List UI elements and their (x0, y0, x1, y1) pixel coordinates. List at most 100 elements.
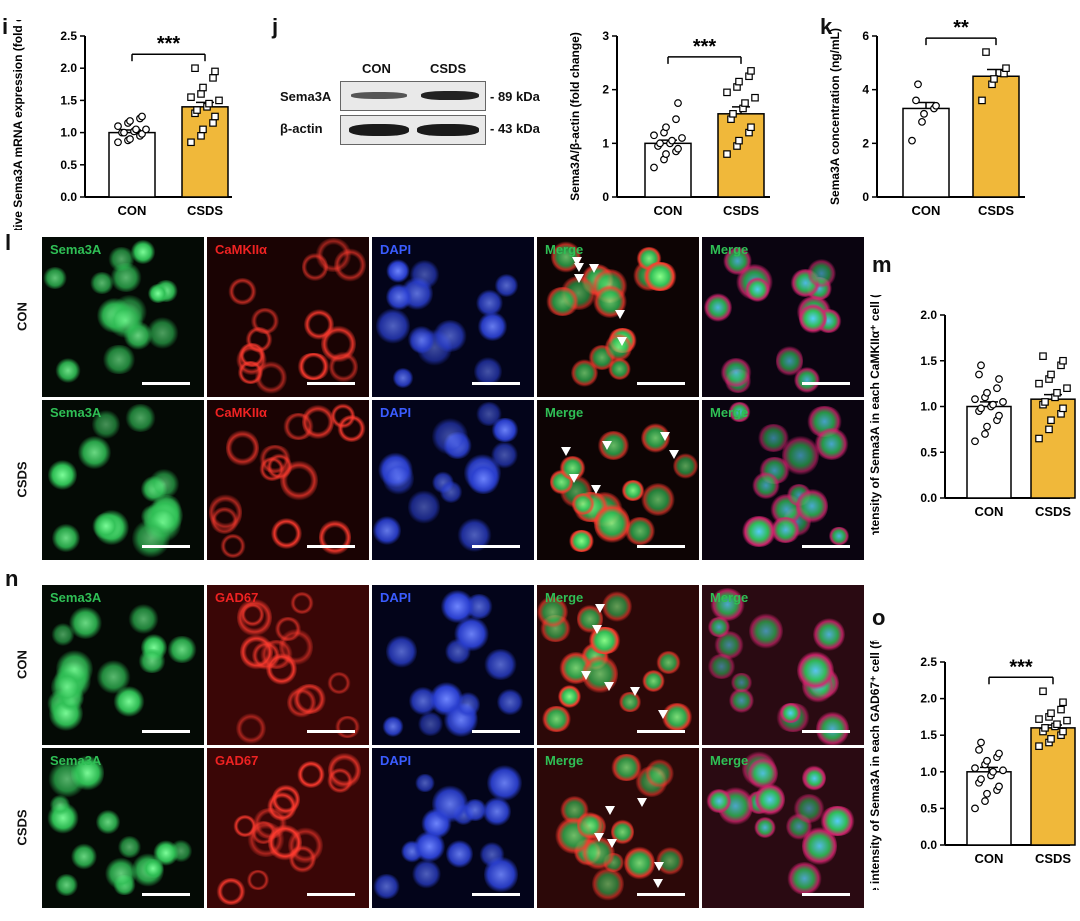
cell-nucleus (570, 493, 596, 516)
channel-label: Sema3A (50, 590, 102, 605)
cell-nucleus (408, 259, 440, 290)
bar-csds (1030, 727, 1076, 846)
data-point (977, 404, 985, 413)
scale-bar (802, 893, 850, 896)
y-tick-label: 2 (862, 136, 869, 150)
channel-label: GAD67 (215, 590, 259, 605)
micrograph-n-csds-gad67-1: GAD67 (207, 748, 369, 908)
arrowhead-icon (581, 670, 592, 680)
cell-nucleus (623, 517, 657, 545)
significance-stars: *** (693, 36, 717, 58)
data-point (199, 125, 207, 134)
y-tick-label: 0 (862, 190, 869, 204)
blot-band (421, 91, 479, 100)
arrowhead-icon (669, 450, 680, 460)
significance-stars: *** (157, 33, 181, 55)
channel-label: DAPI (380, 242, 412, 257)
panel-label-j: j (272, 14, 279, 39)
cell-nucleus (48, 459, 77, 491)
cell-nucleus (89, 271, 116, 295)
cell-nucleus (754, 782, 786, 816)
data-point (197, 90, 205, 98)
channel-label: Sema3A (50, 242, 102, 257)
cell-nucleus (453, 615, 489, 653)
significance-stars: ** (953, 20, 969, 39)
cell-nucleus (301, 252, 328, 283)
data-point (999, 766, 1007, 775)
cell-nucleus (813, 617, 845, 651)
cell-nucleus (706, 654, 737, 679)
blot-protein-actin: β-actin (280, 121, 323, 136)
cell-nucleus (642, 262, 678, 292)
cell-nucleus (301, 403, 334, 441)
cell-nucleus (473, 355, 502, 387)
cell-nucleus (55, 358, 82, 383)
panel-label-l: l (5, 230, 12, 255)
cell-nucleus (381, 716, 404, 737)
data-point (674, 144, 682, 153)
channel-label: Merge (710, 753, 749, 768)
data-point (735, 136, 743, 145)
data-point (982, 48, 990, 56)
cell-nucleus (610, 818, 635, 846)
arrowhead-icon (603, 681, 614, 691)
cell-nucleus (270, 518, 303, 550)
cell-nucleus (496, 687, 524, 716)
cell-nucleus (745, 276, 770, 303)
cell-nucleus (146, 316, 179, 350)
y-tick-label: 2.5 (60, 29, 77, 43)
cell-nucleus (568, 530, 595, 552)
blot-lane-csds: CSDS (430, 61, 467, 76)
cell-nucleus (280, 459, 319, 501)
micrograph-n-con-sema3a-0: Sema3A (42, 585, 204, 745)
arrowhead-icon (658, 709, 668, 719)
cell-nucleus (216, 878, 246, 906)
cell-nucleus (778, 703, 802, 724)
cell-nucleus (90, 512, 121, 539)
arrowhead-icon (569, 474, 580, 484)
data-point (971, 395, 979, 404)
scale-bar (307, 545, 355, 548)
data-point (1059, 356, 1067, 365)
bar-csds (1030, 398, 1076, 499)
bar-chart-o: Relative intensity of Sema3A in each GAD… (868, 640, 1076, 890)
data-point (977, 361, 985, 370)
data-point (989, 767, 997, 776)
data-point (126, 117, 134, 125)
data-point (678, 134, 686, 142)
cell-nucleus (757, 424, 790, 453)
channel-label: Sema3A (50, 753, 102, 768)
y-tick-label: 2.0 (920, 308, 937, 322)
data-point (918, 117, 926, 126)
data-point (1063, 716, 1071, 725)
cell-nucleus (432, 416, 468, 457)
bar-csds (972, 75, 1020, 198)
cell-nucleus (336, 415, 366, 442)
data-point (723, 150, 731, 158)
arrowhead-icon (560, 446, 571, 456)
scale-bar (637, 893, 685, 896)
data-point (197, 132, 205, 140)
cell-nucleus (797, 650, 834, 690)
data-point (191, 64, 199, 73)
data-point (747, 67, 755, 75)
data-point (999, 398, 1007, 406)
cell-nucleus (494, 274, 520, 297)
scale-bar (802, 730, 850, 733)
data-point (193, 106, 201, 114)
cell-nucleus (476, 312, 509, 341)
arrowhead-icon (637, 798, 648, 808)
scale-bar (472, 730, 520, 733)
channel-label: DAPI (380, 405, 412, 420)
scale-bar (142, 730, 190, 733)
x-tick-label: CON (912, 203, 941, 218)
cell-nucleus (656, 650, 681, 675)
cell-nucleus (372, 873, 401, 900)
cell-nucleus (106, 302, 144, 338)
data-point (1041, 724, 1049, 732)
data-point (729, 110, 737, 118)
data-point (977, 738, 985, 747)
cell-nucleus (70, 842, 98, 871)
x-tick-label: CON (654, 203, 683, 218)
y-tick-label: 1 (602, 136, 609, 150)
